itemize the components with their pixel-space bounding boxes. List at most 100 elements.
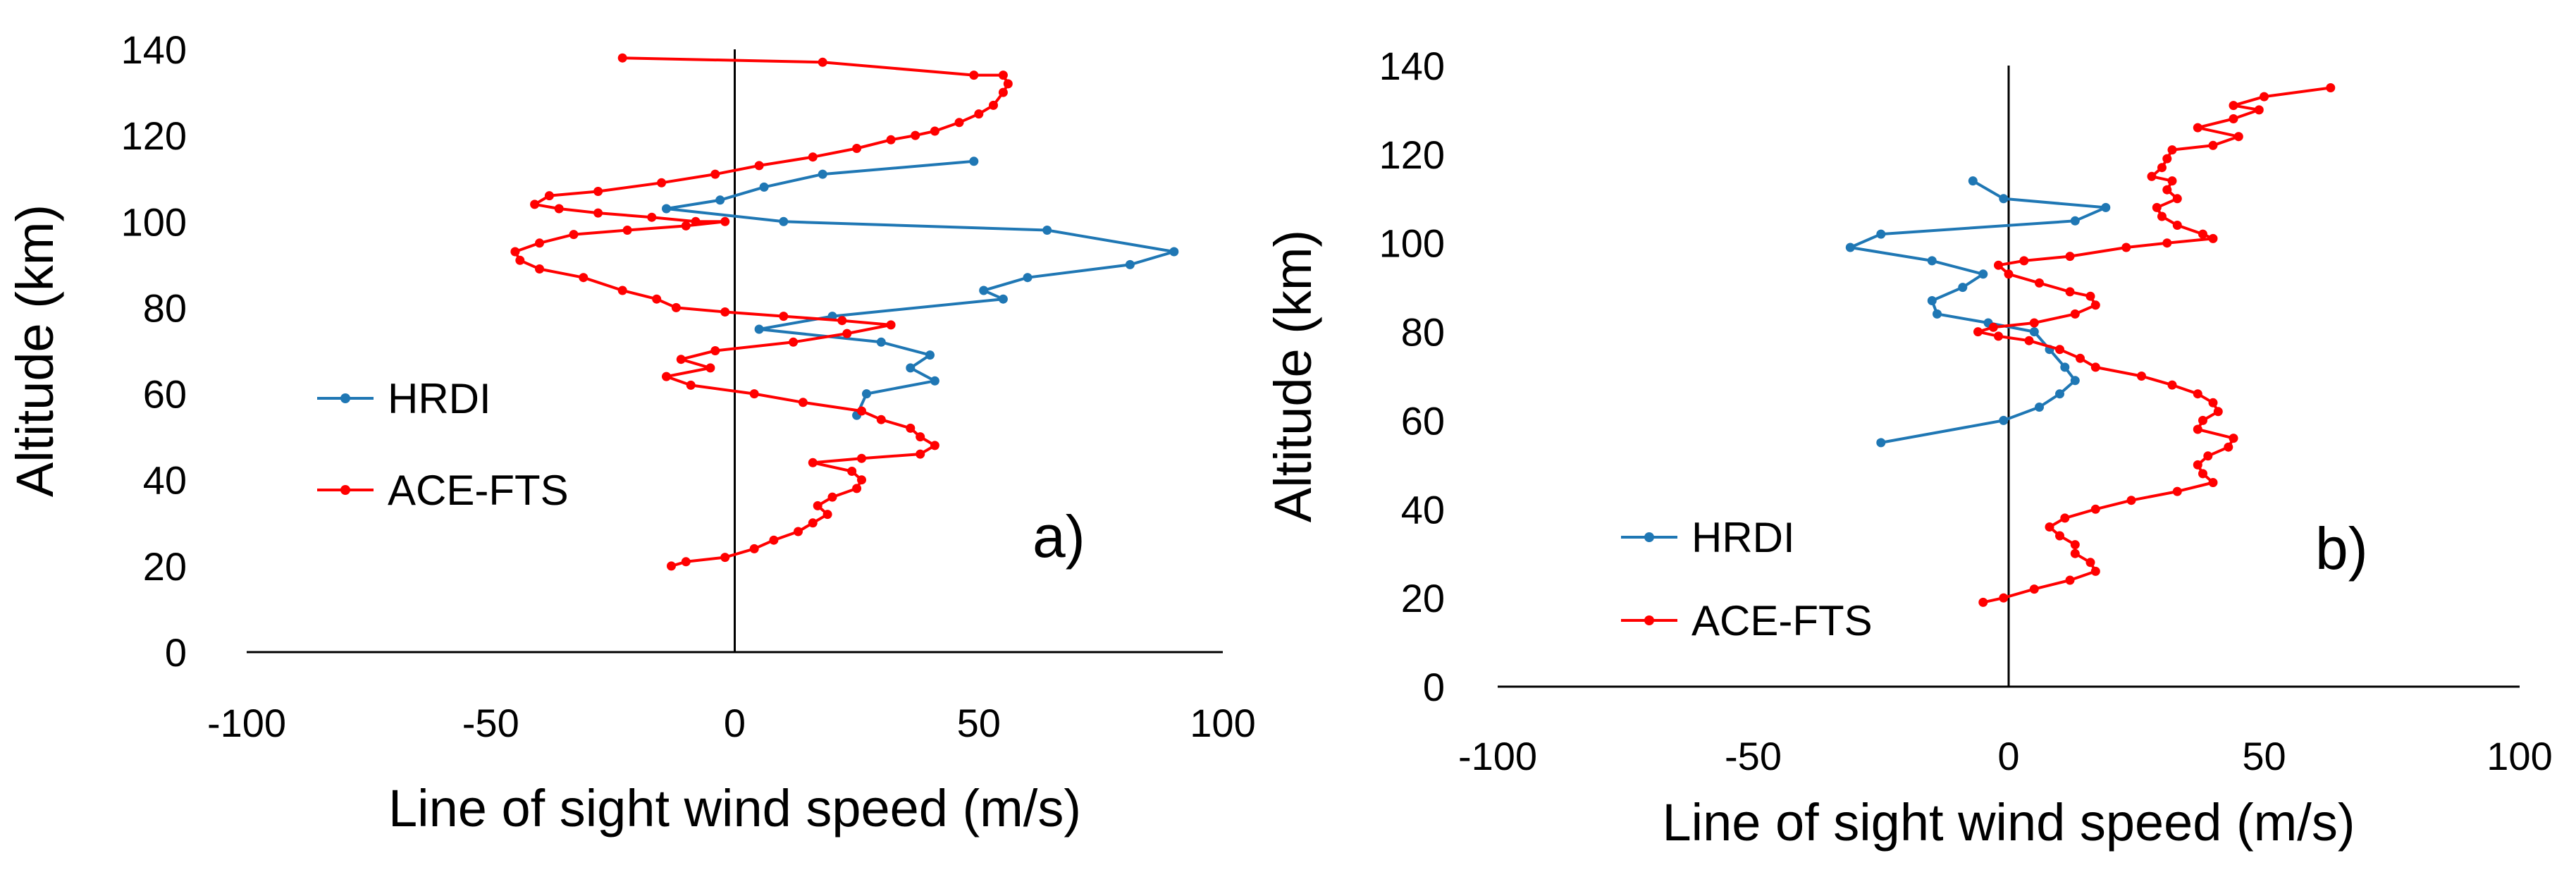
y-tick-label: 120 [1379,133,1445,177]
data-point [2060,362,2070,372]
data-point [794,527,803,536]
data-point [862,389,871,399]
data-point [2326,83,2336,92]
x-tick-label: -50 [462,701,519,745]
legend-marker [340,485,350,495]
data-point [2208,478,2218,487]
data-point [710,169,720,179]
legend-marker [1644,532,1654,542]
data-point [2167,380,2177,390]
y-tick-label: 20 [143,544,187,589]
data-point [2070,548,2080,558]
data-point [710,346,720,355]
data-point [681,557,691,567]
data-point [617,53,627,63]
data-point [1968,176,1978,186]
data-point [989,100,998,110]
data-point [2198,415,2207,425]
data-point [1999,593,2009,603]
data-point [2065,252,2075,262]
data-point [2147,171,2157,181]
panel-label: b) [2315,515,2368,582]
data-point [2137,372,2146,381]
data-point [2090,566,2100,576]
data-point [759,182,769,192]
data-point [916,432,925,442]
data-point [822,510,832,520]
data-point [886,135,896,145]
y-tick-label: 140 [121,27,187,72]
data-point [2065,287,2075,297]
data-point [969,157,979,166]
data-point [2090,504,2100,514]
data-point [2172,486,2182,496]
series-ace-fts [510,53,1013,571]
legend-label: HRDI [1691,514,1795,561]
y-tick-label: 140 [1379,44,1445,88]
data-point [2070,216,2080,226]
data-point [2029,318,2039,328]
data-point [2024,336,2034,345]
data-point [662,372,671,381]
data-point [2055,389,2064,399]
data-point [754,161,764,171]
data-point [2029,584,2039,594]
data-point [662,204,671,214]
data-point [569,230,579,240]
y-tick-label: 20 [1401,576,1445,620]
x-tick-label: 100 [2486,734,2552,778]
data-point [818,57,827,67]
data-point [2070,540,2080,550]
data-point [857,475,866,485]
data-point [2055,345,2064,355]
data-point [1933,309,1942,319]
series-ace-fts [1973,83,2336,607]
data-point [2254,105,2264,115]
data-point [2070,309,2080,319]
y-tick-label: 40 [143,458,187,503]
data-point [667,561,676,571]
chart-panel-a: -100 -50 0 50 100 0 20 40 60 80 100 120 140 Line of s… [6,27,1256,838]
x-tick-label: 0 [724,701,746,745]
data-point [852,144,862,153]
y-tick-label: 60 [1401,398,1445,443]
data-point [1125,259,1135,269]
data-point [2208,140,2218,150]
data-point [1169,247,1179,257]
data-point [510,247,520,257]
legend-label: ACE-FTS [388,467,569,514]
data-point [857,406,866,416]
data-point [998,87,1008,97]
y-tick-label: 60 [143,372,187,417]
y-tick-label: 120 [121,114,187,158]
legend-label: HRDI [388,375,491,422]
data-point [671,302,681,312]
legend-marker [340,393,350,403]
data-point [2162,238,2172,248]
data-point [2126,496,2136,505]
data-point [544,191,554,201]
data-point [749,544,759,553]
data-point [749,389,759,399]
data-point [906,363,916,373]
x-tick-label: 100 [1190,701,1255,745]
data-point [652,294,662,304]
data-point [2203,451,2213,461]
data-point [847,467,857,476]
data-point [954,118,964,128]
legend-label: ACE-FTS [1691,597,1873,644]
data-point [579,273,588,283]
data-point [2260,92,2269,102]
data-point [681,221,691,231]
data-point [1845,243,1855,252]
data-point [876,415,886,424]
x-axis-title: Line of sight wind speed (m/s) [388,779,1081,838]
legend-marker [1644,615,1654,625]
data-point [2035,403,2044,412]
data-point [1003,79,1013,89]
data-point [720,216,730,226]
series-hrdi [662,157,1179,420]
series-line [513,56,1010,568]
legend-entry: ACE-FTS [1621,597,1873,644]
data-point [715,195,725,205]
